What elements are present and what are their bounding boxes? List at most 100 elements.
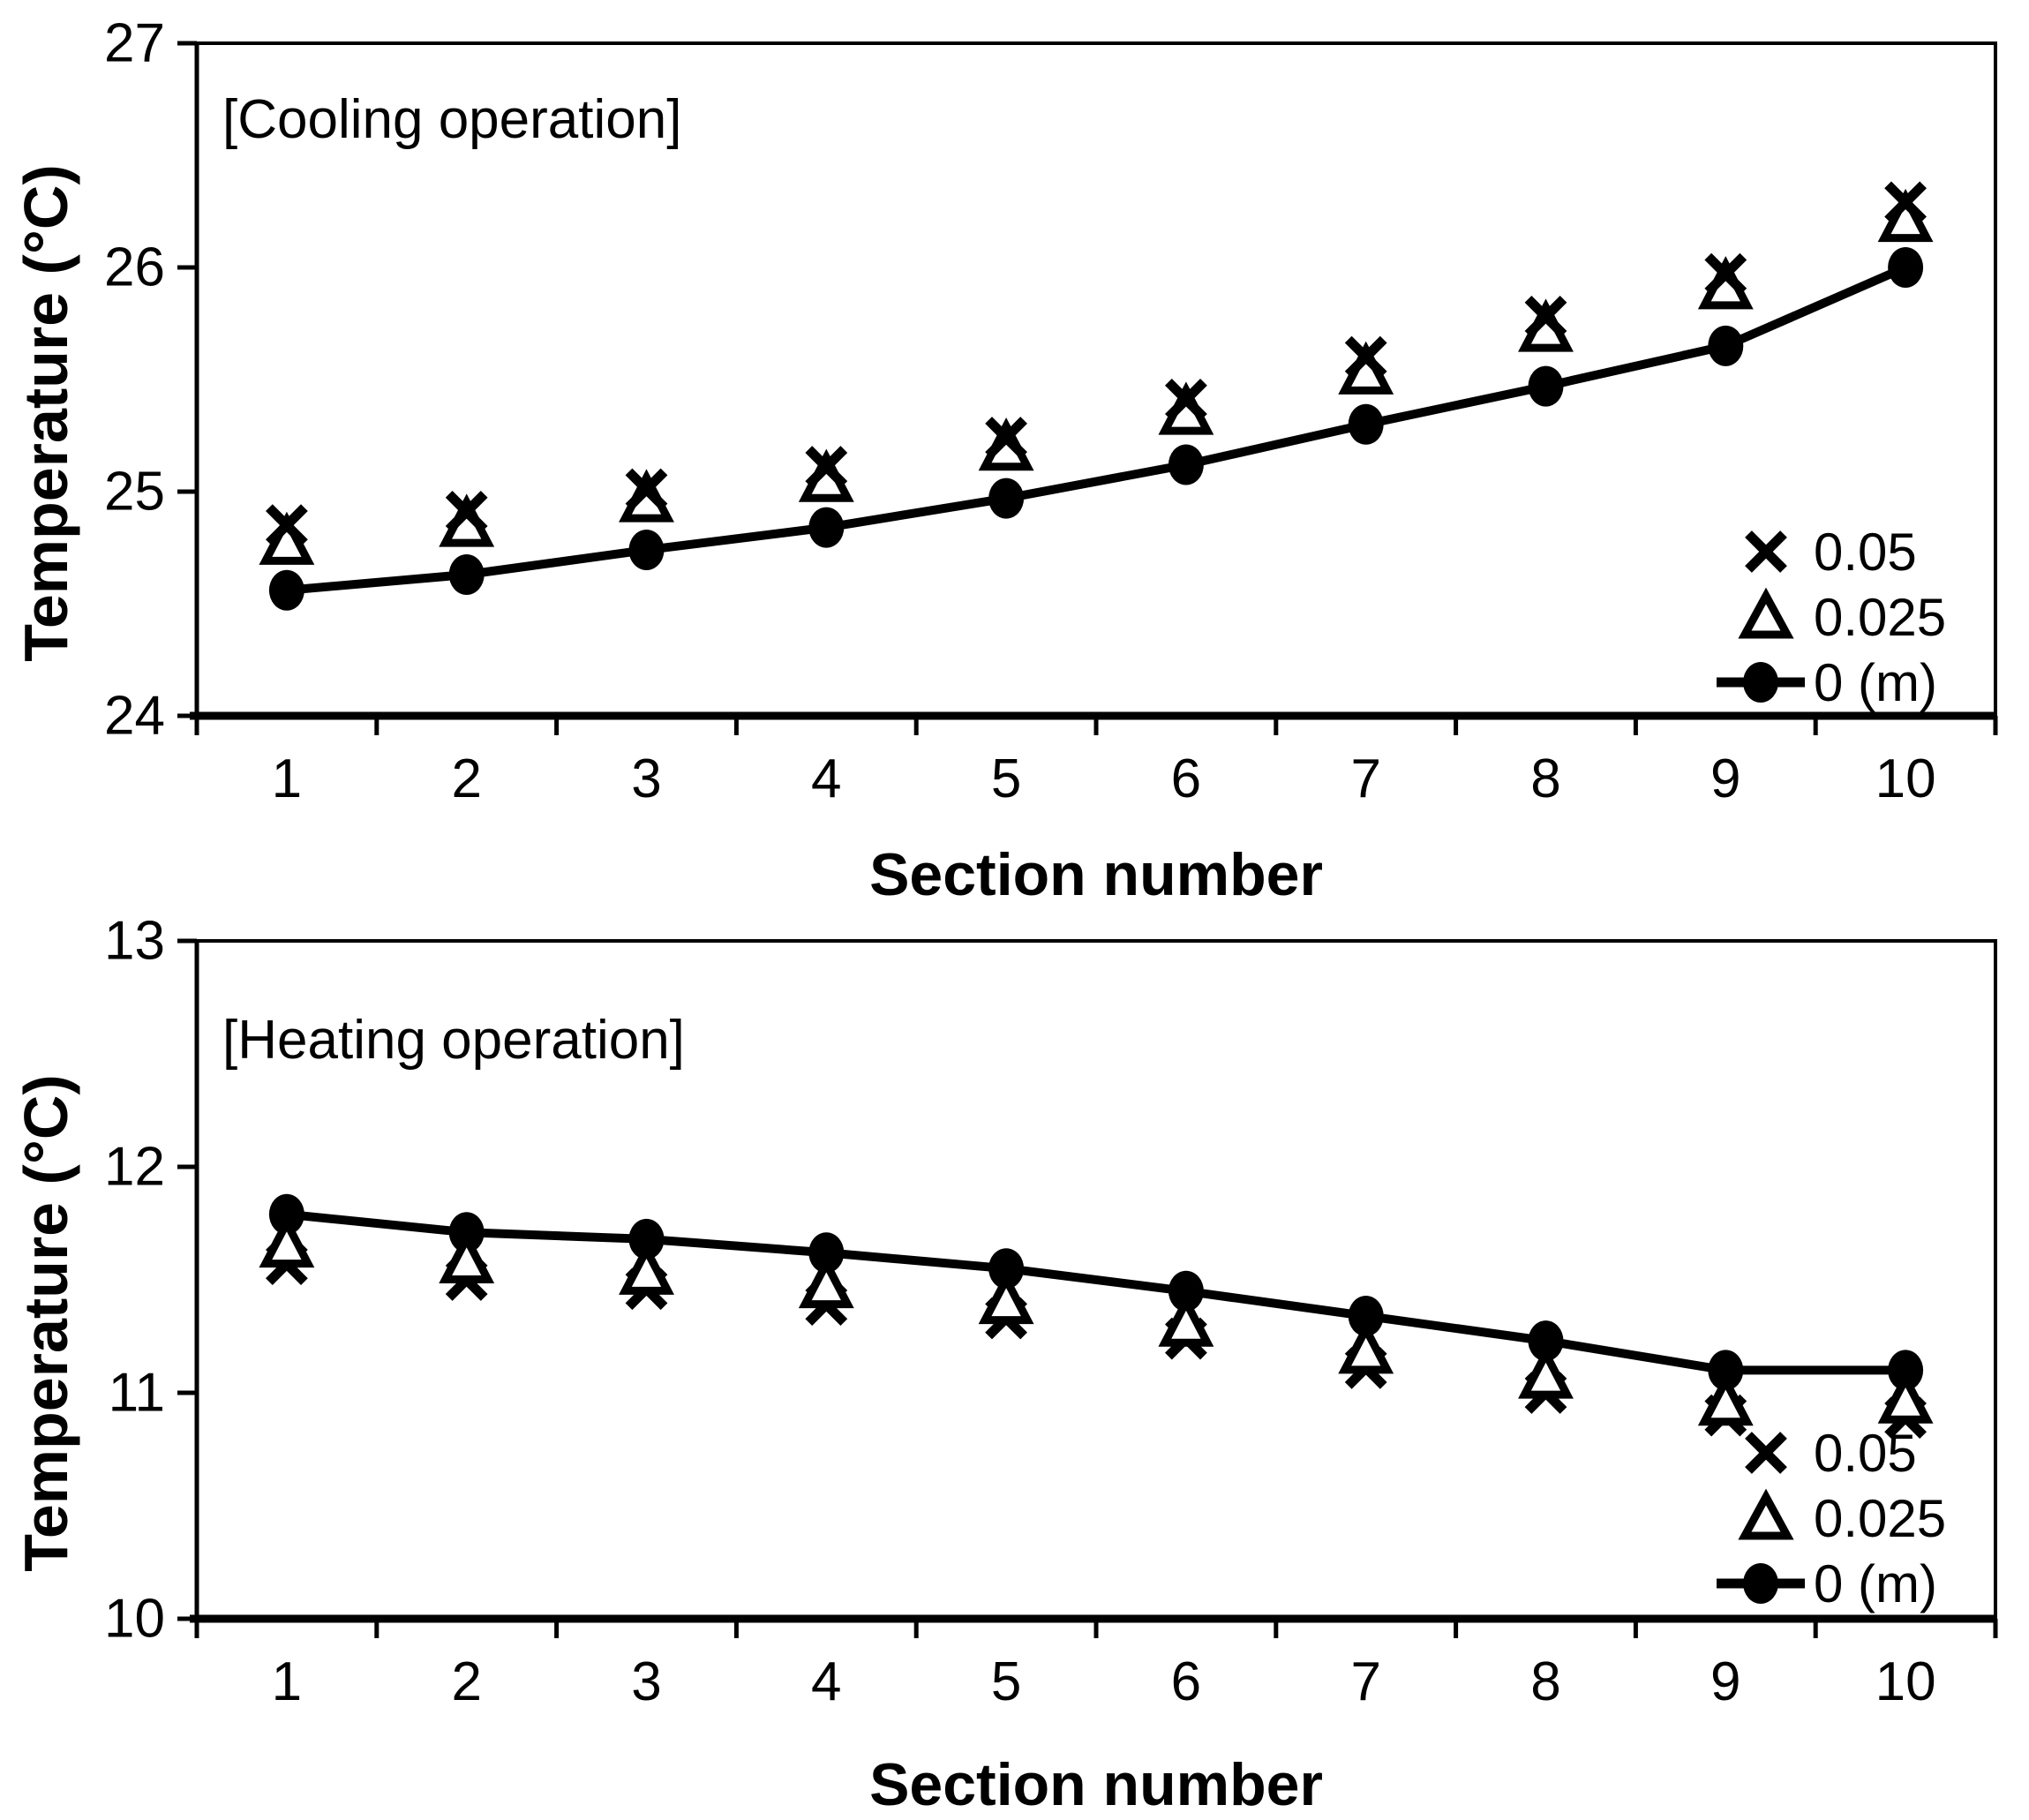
x-tick-label: 4 <box>811 748 841 809</box>
x-tick-label: 6 <box>1171 748 1201 809</box>
triangle-marker <box>619 1241 674 1295</box>
heating-chart-panel: 10 11 12 13 1 2 3 4 5 6 7 8 9 10 Temperature (°C) [He… <box>0 910 2029 1820</box>
legend-item: 0.05 <box>1717 1420 1946 1485</box>
y-axis-title: Temperature (°C) <box>11 164 80 662</box>
legend-item: 0.025 <box>1717 584 1946 650</box>
x-tick-label: 1 <box>272 748 302 809</box>
circle-marker <box>808 507 845 548</box>
circle-marker <box>988 478 1025 519</box>
legend-item: 0 (m) <box>1717 1551 1946 1616</box>
x-tick-label: 2 <box>451 1651 481 1712</box>
circle-marker <box>1888 247 1924 288</box>
legend-item: 0.05 <box>1717 519 1946 584</box>
circle-marker <box>1348 403 1384 445</box>
circle-marker <box>268 1193 304 1235</box>
y-tick-label: 10 <box>104 1589 165 1650</box>
x-marker <box>1165 378 1207 421</box>
legend-label: 0 (m) <box>1814 1553 1937 1613</box>
x-tick-label: 9 <box>1710 1651 1740 1712</box>
x-marker <box>1704 252 1747 296</box>
y-tick-label: 25 <box>104 462 165 523</box>
x-marker <box>1884 181 1927 224</box>
circle-marker <box>1708 325 1744 366</box>
x-marker-icon <box>1745 530 1787 573</box>
x-tick-label: 5 <box>991 1651 1021 1712</box>
legend-label: 0 (m) <box>1814 652 1937 712</box>
legend-item: 0 (m) <box>1717 650 1946 715</box>
y-tick-label: 26 <box>104 237 165 298</box>
triangle-marker <box>259 1214 315 1268</box>
triangle-marker <box>439 1230 495 1284</box>
y-tick-label: 24 <box>104 686 165 747</box>
y-axis-title: Temperature (°C) <box>11 1074 80 1572</box>
triangle-marker <box>798 1254 854 1309</box>
x-marker <box>445 490 488 533</box>
legend-label: 0.05 <box>1814 1423 1917 1483</box>
x-marker <box>805 446 848 488</box>
x-marker <box>266 504 308 546</box>
legend-label: 0.025 <box>1814 1488 1947 1548</box>
y-tick-label: 12 <box>104 1137 165 1198</box>
x-marker-icon <box>1745 1432 1787 1474</box>
triangle-marker <box>1338 1320 1394 1374</box>
series-line <box>286 263 1908 595</box>
x-tick-label: 7 <box>1350 748 1380 809</box>
triangle-marker <box>978 1270 1034 1325</box>
x-tick-label: 3 <box>631 1651 661 1712</box>
x-tick-label: 8 <box>1530 1651 1560 1712</box>
y-tick-label: 27 <box>104 13 165 74</box>
x-tick-label: 3 <box>631 748 661 809</box>
x-tick-label: 8 <box>1530 748 1560 809</box>
x-tick-label: 4 <box>811 1651 841 1712</box>
y-tick-label: 11 <box>109 1363 165 1424</box>
line-circle-marker-icon <box>1717 1563 1805 1604</box>
legend-label: 0.025 <box>1814 587 1947 647</box>
triangle-marker <box>1158 1293 1214 1347</box>
circle-marker <box>628 530 665 571</box>
x-tick-label: 7 <box>1350 1651 1380 1712</box>
x-axis-title: Section number <box>869 1751 1323 1818</box>
circle-marker <box>628 1218 665 1260</box>
circle-marker <box>988 1248 1025 1290</box>
x-marker <box>1524 295 1567 338</box>
heating-annotation: [Heating operation] <box>222 1010 685 1071</box>
circle-marker <box>1888 1350 1924 1391</box>
x-tick-label: 9 <box>1710 748 1740 809</box>
x-marker <box>985 417 1027 459</box>
triangle-marker <box>1877 1370 1934 1424</box>
series-line <box>286 1209 1906 1375</box>
circle-marker <box>1348 1295 1384 1336</box>
circle-marker <box>1528 365 1564 407</box>
x-marker <box>1344 335 1387 379</box>
x-tick-label: 5 <box>991 748 1021 809</box>
cooling-legend: 0.05 0.025 0 (m) <box>1717 519 1946 715</box>
x-tick-label: 1 <box>272 1651 302 1712</box>
x-tick-label: 2 <box>451 748 481 809</box>
circle-marker <box>268 569 304 611</box>
cooling-annotation: [Cooling operation] <box>222 89 682 150</box>
x-tick-label: 10 <box>1875 1651 1936 1712</box>
circle-marker <box>448 553 485 595</box>
x-marker <box>625 468 668 511</box>
circle-marker <box>1168 444 1204 485</box>
circle-marker <box>1708 1350 1744 1391</box>
circle-marker <box>1168 1270 1204 1312</box>
x-tick-label: 10 <box>1875 748 1936 809</box>
legend-item: 0.025 <box>1717 1485 1946 1551</box>
legend-label: 0.05 <box>1814 522 1917 582</box>
y-tick-label: 13 <box>104 911 165 972</box>
circle-marker <box>808 1232 845 1274</box>
triangle-marker <box>1697 1373 1754 1426</box>
circle-marker <box>1528 1320 1564 1362</box>
cooling-plot-area: 24 25 26 27 1 2 3 4 5 6 7 8 9 10 <box>104 13 1998 809</box>
line-circle-marker-icon <box>1717 662 1805 703</box>
triangle-marker-icon <box>1738 587 1794 639</box>
x-tick-label: 6 <box>1171 1651 1201 1712</box>
x-axis-title: Section number <box>869 841 1323 908</box>
triangle-marker <box>1518 1345 1574 1399</box>
triangle-marker-icon <box>1738 1488 1794 1540</box>
cooling-chart-panel: 24 25 26 27 1 2 3 4 5 6 7 8 9 10 Temperature (°C) [Co… <box>11 13 1998 908</box>
heating-legend: 0.05 0.025 0 (m) <box>1717 1420 1946 1616</box>
